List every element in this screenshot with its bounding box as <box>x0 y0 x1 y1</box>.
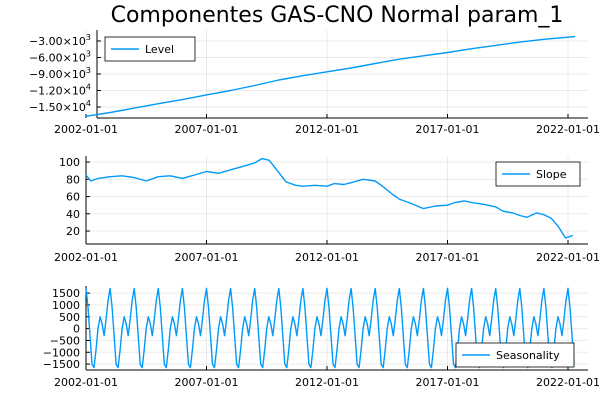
x-tick-label: 2017-01-01 <box>416 251 480 264</box>
y-tick-label: −1000 <box>43 346 80 359</box>
y-tick-label: 20 <box>66 225 80 238</box>
y-tick-exponent: 3 <box>86 50 91 59</box>
x-tick-label: 2012-01-01 <box>295 376 359 389</box>
y-tick-mantissa: −3.00×10 <box>29 35 86 48</box>
y-tick-label: −500 <box>50 334 80 347</box>
x-tick-label: 2022-01-01 <box>536 251 600 264</box>
legend-label: Slope <box>536 168 567 181</box>
chart-title: Componentes GAS-CNO Normal param_1 <box>111 3 564 28</box>
x-tick-label: 2022-01-01 <box>536 376 600 389</box>
series-line-slope <box>85 157 574 239</box>
legend-slope: Slope <box>495 161 581 187</box>
y-tick-mantissa: −6.00×10 <box>29 52 86 65</box>
y-tick-exponent: 3 <box>86 33 91 42</box>
y-tick-label: 0 <box>73 323 80 336</box>
x-tick-label: 2002-01-01 <box>54 123 118 136</box>
y-tick-exponent: 4 <box>86 99 91 108</box>
legend-level: Level <box>104 36 196 62</box>
y-tick-label: −1.50×104 <box>29 99 91 114</box>
legend-label: Level <box>145 43 174 56</box>
x-tick-label: 2002-01-01 <box>54 376 118 389</box>
x-tick-label: 2007-01-01 <box>175 251 239 264</box>
series-line-level <box>85 35 576 117</box>
y-tick-label: −1.20×104 <box>29 83 91 98</box>
x-tick-label: 2012-01-01 <box>295 251 359 264</box>
y-tick-label: 40 <box>66 208 80 221</box>
y-tick-exponent: 4 <box>86 83 91 92</box>
x-tick-label: 2007-01-01 <box>175 123 239 136</box>
y-tick-label: 500 <box>59 311 80 324</box>
panels-group: 2002-01-01 2007-01-01 2012-01-01 2017-01-01… <box>29 30 600 389</box>
series-line-seasonality <box>85 287 575 369</box>
x-tick-label: 2017-01-01 <box>416 376 480 389</box>
y-tick-mantissa: −1.50×10 <box>29 101 86 114</box>
y-tick-label: 80 <box>66 173 80 186</box>
x-tick-label: 2017-01-01 <box>416 123 480 136</box>
y-tick-label: −1500 <box>43 358 80 371</box>
x-tick-label: 2022-01-01 <box>536 123 600 136</box>
y-tick-label: 60 <box>66 191 80 204</box>
y-tick-label: −6.00×103 <box>29 50 91 65</box>
y-tick-mantissa: −1.20×10 <box>29 85 86 98</box>
legend-seasonality: Seasonality <box>455 342 575 368</box>
y-tick-label: −9.00×103 <box>29 66 91 81</box>
y-tick-mantissa: −9.00×10 <box>29 68 86 81</box>
y-tick-label: 100 <box>59 156 80 169</box>
x-tick-label: 2012-01-01 <box>295 123 359 136</box>
legend-label: Seasonality <box>496 349 560 362</box>
y-tick-label: 1500 <box>52 287 80 300</box>
panel-slope: 2002-01-01 2007-01-01 2012-01-01 2017-01-01… <box>54 156 600 264</box>
y-tick-exponent: 3 <box>86 66 91 75</box>
x-tick-label: 2002-01-01 <box>54 251 118 264</box>
y-tick-label: −3.00×103 <box>29 33 91 48</box>
y-tick-label: 1000 <box>52 299 80 312</box>
x-tick-label: 2007-01-01 <box>175 376 239 389</box>
panel-level: 2002-01-01 2007-01-01 2012-01-01 2017-01-01… <box>29 30 600 136</box>
panel-seasonality: 2002-01-01 2007-01-01 2012-01-01 2017-01-01… <box>43 286 600 389</box>
